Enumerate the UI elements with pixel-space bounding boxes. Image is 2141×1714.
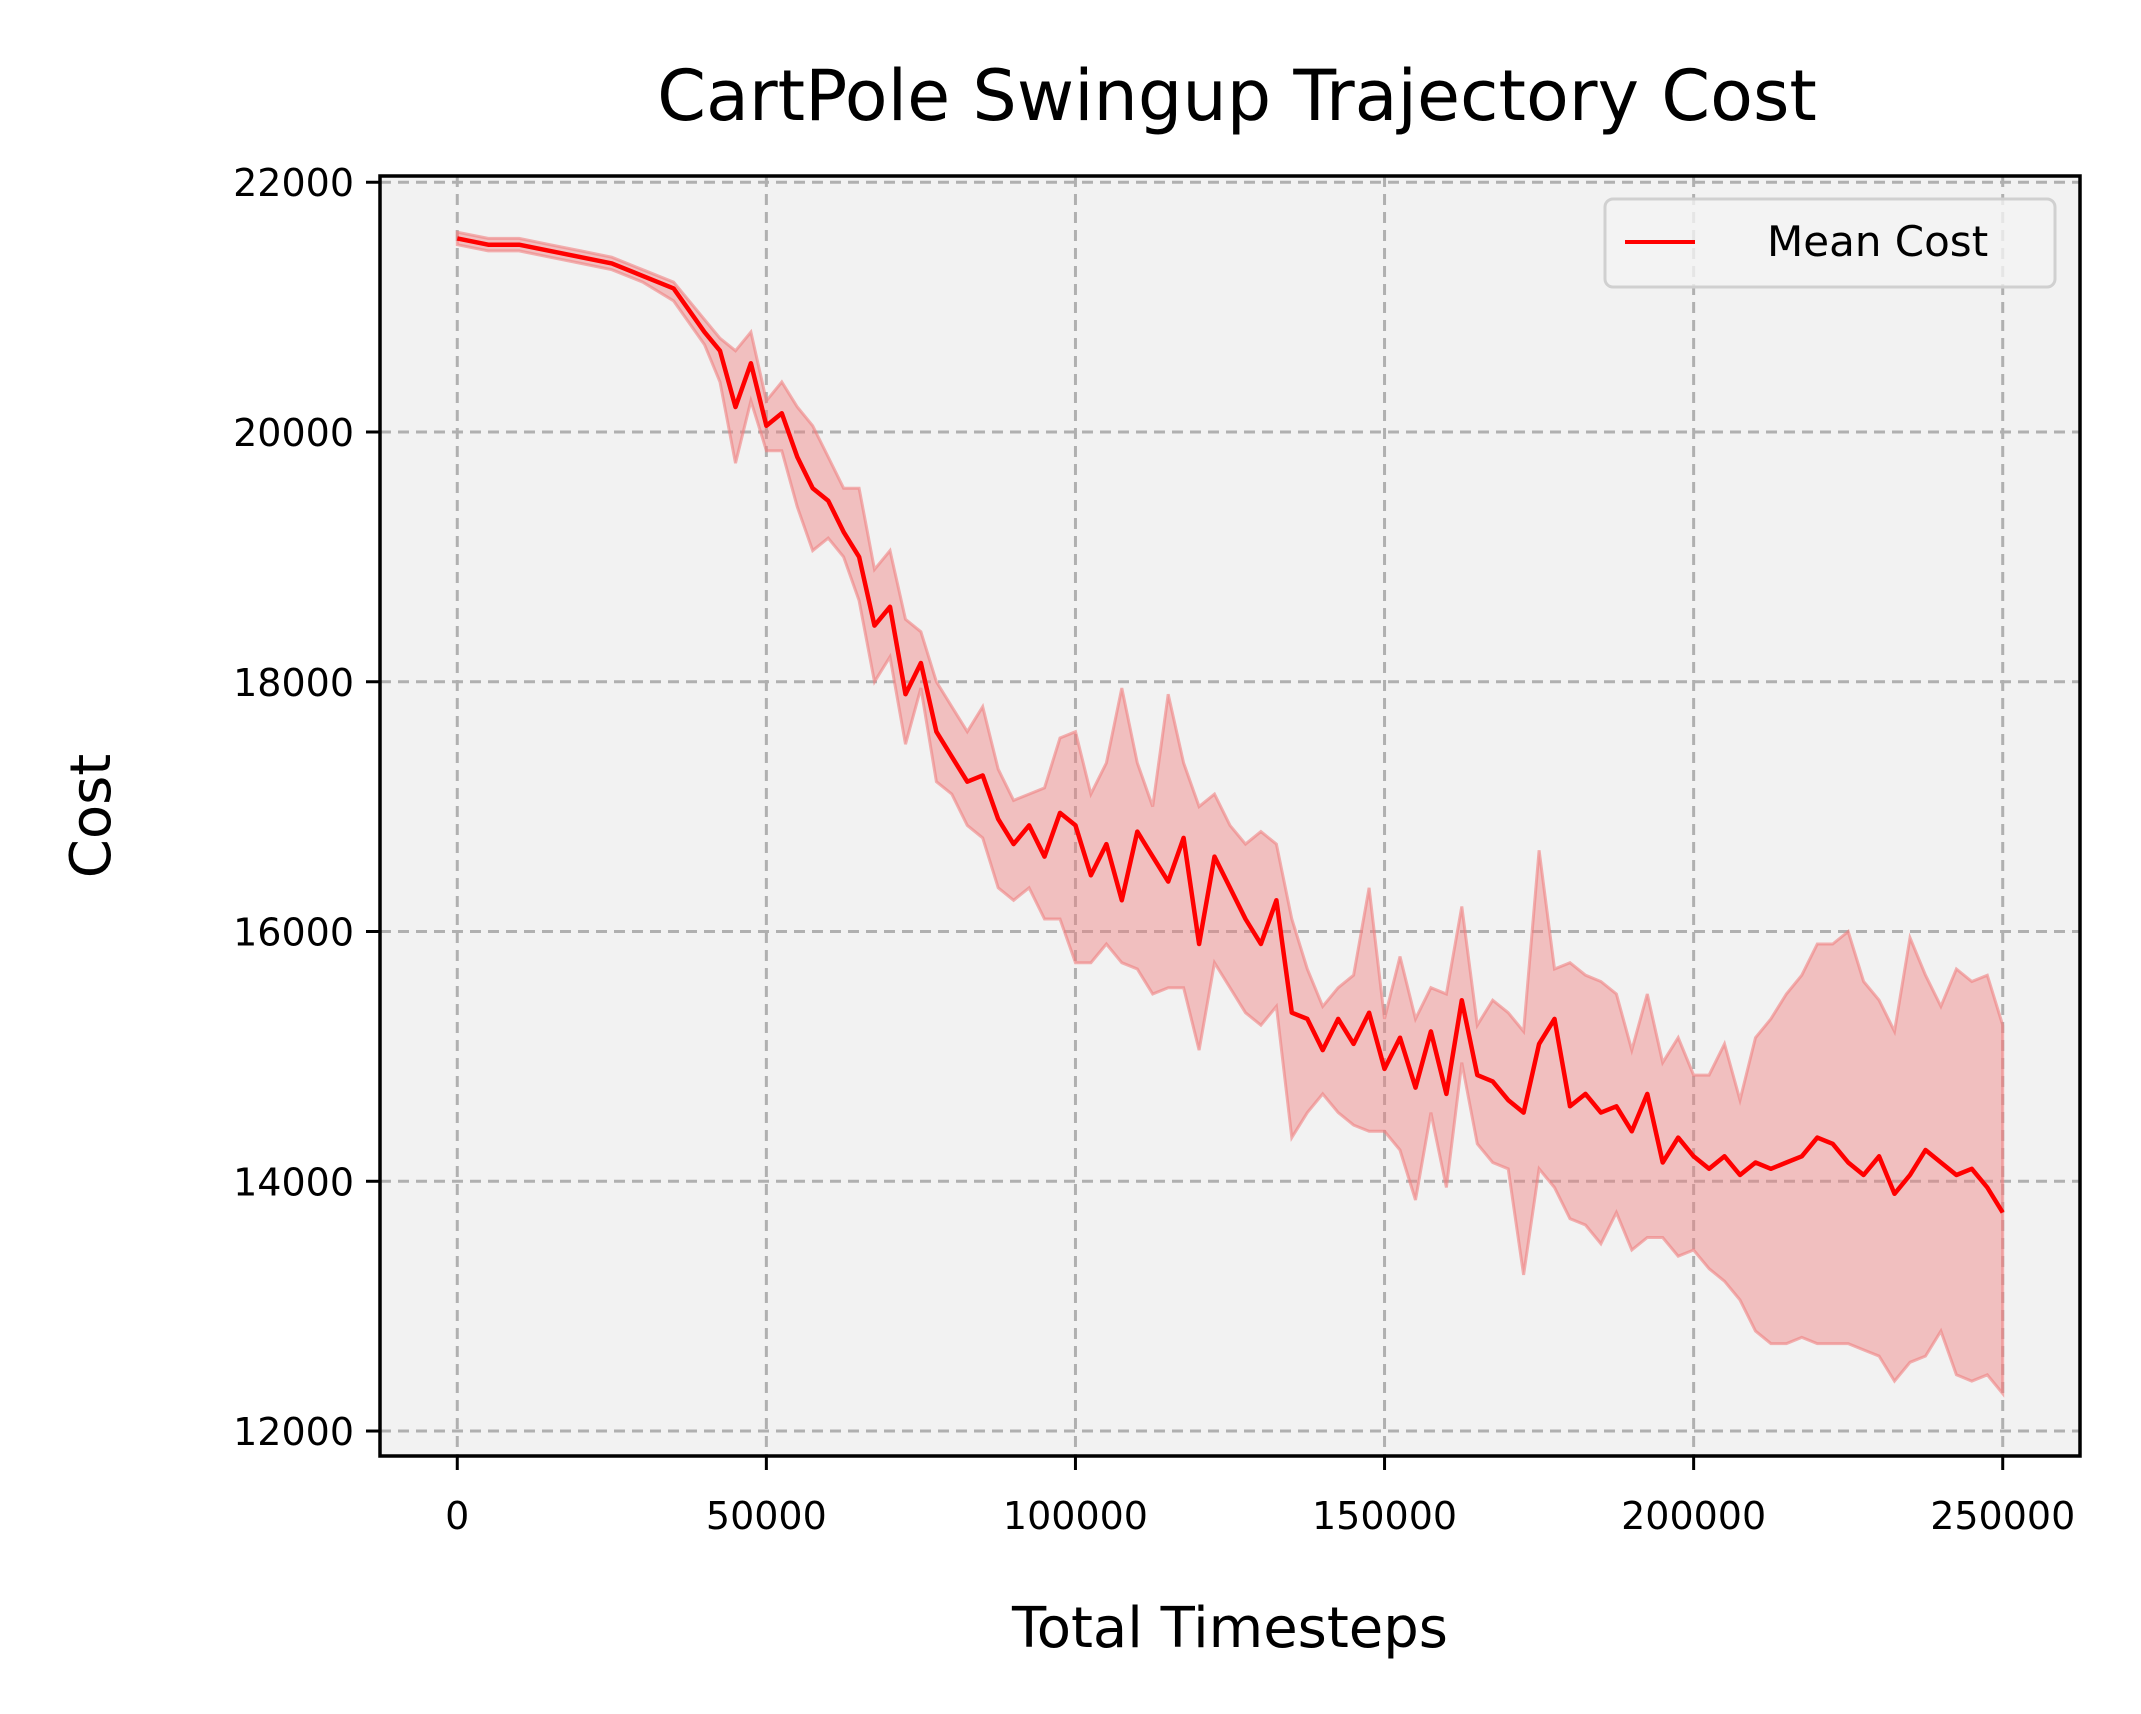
- y-tick-label: 22000: [233, 161, 354, 205]
- x-tick-label: 150000: [1312, 1494, 1457, 1538]
- y-axis-ticks: 12000 14000 16000 18000 20000 22000: [233, 161, 380, 1454]
- x-axis-ticks: 0 50000 100000 150000 200000 250000: [445, 1456, 2075, 1538]
- confidence-band: [455, 230, 2005, 1398]
- band-layer: [455, 230, 2005, 1398]
- chart-title: CartPole Swingup Trajectory Cost: [657, 55, 1817, 137]
- line-layer: [456, 236, 2005, 1214]
- y-tick-label: 12000: [233, 1410, 354, 1454]
- x-tick-label: 100000: [1003, 1494, 1148, 1538]
- y-axis-label: Cost: [59, 754, 124, 879]
- x-tick-label: 50000: [706, 1494, 827, 1538]
- y-tick-label: 20000: [233, 411, 354, 455]
- mean-cost-line: [456, 236, 2005, 1214]
- y-tick-label: 16000: [233, 911, 354, 955]
- x-tick-label: 200000: [1621, 1494, 1766, 1538]
- plot-frame: [378, 174, 2082, 1458]
- legend-label-mean-cost: Mean Cost: [1767, 217, 1988, 266]
- x-tick-label: 250000: [1930, 1494, 2075, 1538]
- y-tick-label: 18000: [233, 661, 354, 705]
- x-axis-label: Total Timesteps: [1011, 1596, 1448, 1661]
- legend-box: [1603, 197, 2057, 289]
- plot-area: [380, 176, 2080, 1456]
- y-tick-label: 14000: [233, 1160, 354, 1204]
- x-tick-label: 0: [445, 1494, 469, 1538]
- legend: Mean Cost: [1603, 197, 2057, 289]
- grid: [380, 176, 2080, 1456]
